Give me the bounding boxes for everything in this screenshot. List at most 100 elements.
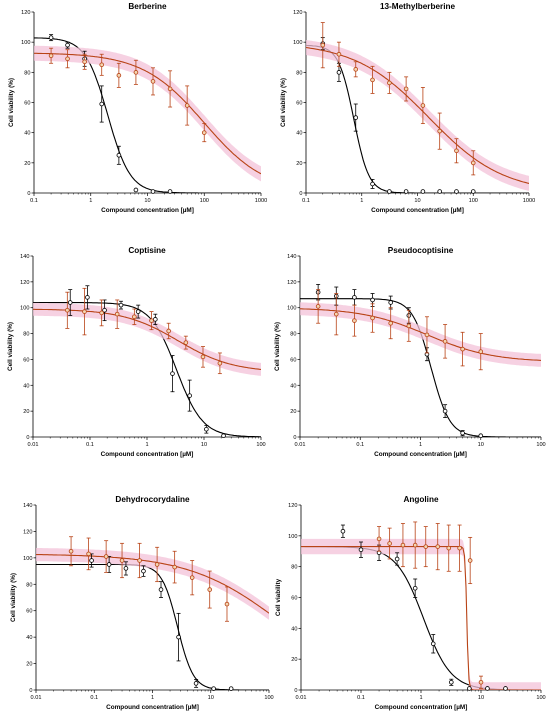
data-point-black [48,34,54,42]
data-point-red [103,540,109,573]
data-point-red [437,112,442,150]
data-point-red [406,309,412,342]
y-tick-label: 120 [21,10,30,16]
data-point-red [388,307,393,340]
marker [48,35,54,40]
x-tick-label: 10 [478,695,484,701]
x-tick-label: 1 [419,442,422,448]
marker [449,679,454,685]
data-point-black [204,424,209,434]
y-tick-label: 100 [288,534,297,540]
y-tick-label: 20 [24,161,30,167]
data-point-red [99,299,104,327]
marker [460,346,465,352]
x-tick-label: 100 [469,198,478,204]
marker [320,42,326,48]
marker [114,311,120,317]
marker [123,566,129,571]
data-point-black [135,304,141,319]
x-axis-label: Compound concentration [µM] [371,207,464,214]
data-point-black [228,686,234,691]
data-point-red [150,67,156,96]
marker [400,542,406,548]
data-point-black [460,430,465,437]
plot-area [34,37,261,193]
panel-5: Dehydrocorydaline 0 20 40 60 80 100 120 140 0.01 0… [10,495,274,711]
marker [370,181,375,187]
x-axis-label: Compound concentration [µM] [101,207,194,214]
fit-curve-red [33,308,261,370]
y-tick-label: 0 [26,435,29,441]
marker [132,314,137,320]
marker [221,433,226,439]
data-point-red [82,287,87,336]
x-tick-label: 100 [256,442,265,448]
marker [454,189,459,194]
data-point-red [333,293,339,336]
data-point-red [315,289,321,324]
data-point-red [119,542,125,579]
marker [141,568,146,574]
marker [412,542,418,548]
data-point-black [153,313,158,325]
data-point-black [65,41,70,49]
data-point-black [221,433,226,439]
marker [82,59,87,65]
data-point-red [478,675,484,689]
marker [478,349,484,354]
data-point-black [116,145,122,165]
fit-curve-black [301,546,541,690]
x-tick-label: 100 [264,695,273,701]
y-tick-label: 140 [23,503,32,509]
panel-1: Berberine 0 20 40 60 80 100 120 0.1 1 10 100 1000 Com… [8,2,267,214]
marker [133,187,139,193]
marker [89,558,94,563]
y-tick-label: 100 [20,306,29,312]
y-tick-label: 80 [23,332,29,338]
data-point-red [400,523,406,568]
y-tick-label: 40 [23,383,29,389]
marker [388,300,393,305]
x-tick-label: 10 [144,198,150,204]
y-tick-label: 60 [291,596,297,602]
data-point-red [172,550,177,584]
y-tick-label: 100 [21,40,30,46]
marker [119,558,125,563]
data-point-red [217,352,223,375]
marker [358,547,364,553]
marker [150,79,156,84]
y-axis-label: Cell viability (%) [10,573,17,622]
x-tick-label: 0.01 [295,442,306,448]
y-tick-label: 60 [296,101,302,107]
data-point-red [114,299,120,329]
marker [412,585,418,591]
x-tick-label: 100 [536,442,545,448]
y-tick-label: 60 [26,609,32,615]
y-tick-label: 100 [23,556,32,562]
data-point-black [167,189,173,194]
data-point-black [123,561,129,576]
data-point-black [187,379,192,412]
marker [137,558,142,563]
marker [336,70,342,75]
data-point-black [85,285,90,310]
data-point-red [65,49,70,69]
data-point-red [478,333,484,371]
y-tick-label: 40 [26,635,32,641]
panel-4: Pseudocoptisine 0 20 40 60 80 100 120 140 0.01 0.1… [274,246,546,458]
y-tick-label: 40 [24,131,30,137]
x-tick-label: 0.1 [86,442,94,448]
data-point-red [470,150,476,176]
data-point-red [68,536,74,567]
data-point-black [394,552,400,566]
marker [48,53,54,59]
marker [193,681,199,686]
y-tick-label: 20 [291,657,297,663]
panel-3: Coptisine 0 20 40 60 80 100 120 140 0.01 0.1 1 10 100… [7,246,266,458]
marker [103,554,109,559]
marker [420,189,426,194]
marker [170,371,175,376]
data-point-black [67,289,73,316]
data-point-red [387,527,392,560]
